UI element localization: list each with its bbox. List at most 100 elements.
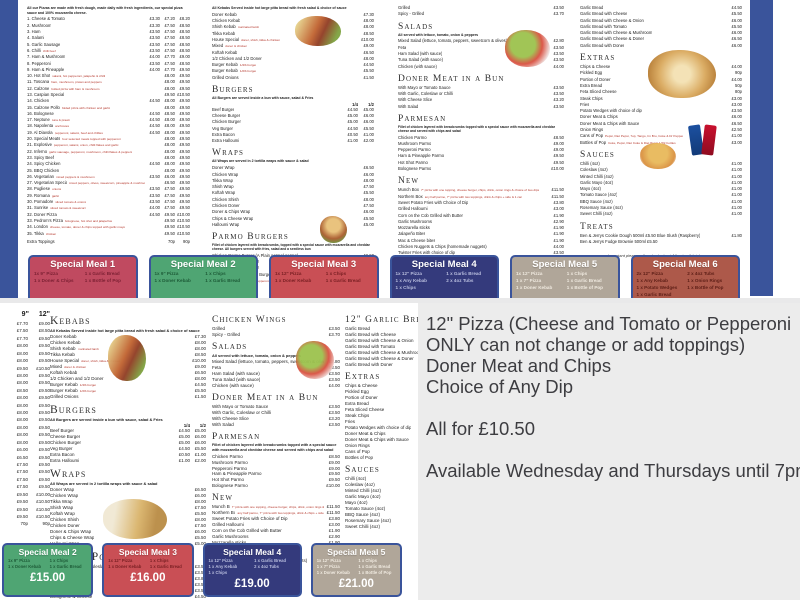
menu-item-row: Veg Burger £4.50 £5.50 — [212, 125, 374, 131]
menu-item-row: Tikka Wrap £8.00 — [212, 177, 374, 183]
menu-item-row: 24. Spicy Chicken £4.50 £8.00 £9.50 — [27, 161, 190, 167]
price-row: £8.00 £9.50 — [16, 402, 50, 408]
menu-item-row: Chips & Cheese £4.00 — [345, 382, 378, 388]
menu-item-row: 26. Vegetarian mixed peppers & mushroom … — [27, 173, 190, 179]
deal-note-text: 12" Pizza (Cheese and Tomato or Pepperon… — [426, 313, 800, 481]
price-row: £8.00 £9.50 — [16, 372, 50, 378]
special-meal-title: Special Meal 4 — [223, 547, 282, 557]
parmesan-list: Chicken Parmo £8.50 Mushroom Parmo £9.00… — [212, 454, 340, 490]
menu-item-row: Garlic Bread with Cheese & Doner £6.50 — [345, 355, 414, 361]
price-sliver-list: £7.70 £9.00 £7.50 £8.50 £7.70 £9.50 £8.0… — [2, 320, 50, 528]
section-title-parmesan: Parmesan — [398, 113, 447, 124]
menu-item-row: 35. Tikka chicken £9.50 £10.50 — [27, 230, 190, 236]
doner-bun-list: With Mayo or Tomato Sauce £3.50 With Gar… — [212, 404, 340, 428]
menu-item-row: Chilli (4oz) £1.00 — [580, 160, 742, 166]
menu-item-row: Ham & Pineapple Parmo £9.50 — [398, 153, 564, 159]
menu-item-row: 9. Ham & Pineapple £4.00 £7.70 £9.50 — [27, 66, 190, 72]
special-meal-items-left: 1x 12" Pizza 1 x Any Kebab 1 x Chips — [395, 271, 428, 290]
menu-item-row: With Mayo or Tomato Sauce £3.50 — [212, 403, 340, 409]
deal-note-line: Choice of Any Dip — [426, 376, 574, 398]
section-title-new: New — [398, 176, 420, 187]
menu-item-row: Garlic Mushrooms £2.90 — [212, 534, 340, 540]
menu-item-row: Ham & Pineapple Parmo £9.50 — [212, 471, 340, 477]
menu-item-row: With Salad £3.50 — [212, 421, 340, 427]
section-title-wraps: Wraps — [212, 148, 244, 159]
kebab-photo — [108, 335, 146, 381]
burger-list: Beef Burger £4.50 £5.00 Cheese Burger £5… — [212, 107, 374, 145]
menu-item-row: Potato Wedges with choice of dip £3.50 — [345, 424, 412, 430]
special-meal-items-right: 1 x Chips 1 x Garlic Bread 1 x Bottle of… — [358, 558, 392, 576]
cola-can — [701, 124, 717, 156]
menu-item-row: Doner Kebab £7.30 — [50, 334, 206, 340]
menu-item-row: Chicken Parmo £8.50 — [398, 134, 564, 140]
menu-item-row: Garlic Bread with Tomato £5.50 — [345, 343, 396, 349]
menu-item-row: 19. Al Diavola pepperoni, salami, beef a… — [27, 129, 190, 135]
parmo-burgers-desc: Fillet of chicken layered with breadcrum… — [212, 243, 370, 252]
menu-item-row: Mixed doner & chicken £9.00 — [212, 43, 374, 49]
menu-item-row: Koftah Wrap £5.50 — [212, 190, 374, 196]
price-row: £7.50 £8.50 — [16, 328, 50, 334]
menu-item-row: Chicken Parmo £8.50 — [212, 453, 340, 459]
menu-item-row: Doner Meat & Chips £6.00 — [580, 114, 742, 120]
salads-intro: All served with lettuce, tomato, onion &… — [212, 352, 302, 358]
menu-item-row: 34. London cheese, tomato, doner & chips… — [27, 224, 190, 230]
menu-item-row: Burger Kebab 1/2lb burger £5.50 — [212, 68, 374, 74]
section-title-treats: Treats — [580, 221, 614, 232]
sauces-list: Chilli (4oz) £1.00 Coleslaw (4oz) £1.00 … — [580, 161, 742, 218]
parmesan-list: Chicken Parmo £8.50 Mushroom Parmo £9.00… — [398, 135, 564, 173]
section-title-doner-bun: Doner Meat in a Bun — [398, 73, 505, 84]
menu-item-row: Rosemary Sauce (4oz) £1.00 — [580, 205, 742, 211]
burgers-size-headers: 1/4 1/2 — [352, 101, 374, 107]
special-meal-items-right: 1 x Chips 1 x Garlic Bread — [325, 271, 361, 283]
menu-item-row: Twister Fries with choice of dip £3.50 — [398, 250, 564, 256]
menu-item-row: Garlic Mayo (4oz) £1.00 — [580, 179, 742, 185]
burger-list: Beef Burger £4.50 £5.00 Cheese Burger £5… — [50, 428, 206, 464]
special-meal-items-left: 1x 12" Pizza 1 x Any Kebab 1 x Chips — [208, 558, 238, 576]
onion-rings-photo — [648, 50, 716, 98]
special-meal-title: Special Meal 5 — [532, 259, 598, 270]
menu-item-row: Ham Salad (with sauce) £3.50 — [398, 50, 564, 56]
menu-item-row: Chicken Kebab £8.00 — [212, 18, 374, 24]
menu-item-row: Doner Meat & Chips with Sauce £6.50 — [580, 120, 742, 126]
section-title-burgers: Burgers — [50, 403, 97, 416]
section-title-extras: Extras — [580, 53, 616, 64]
extras-column-bottom: 12" Garlic Bread Garlic Bread £4.50 Garl… — [345, 311, 419, 530]
menu-item-row: Onion Rings £2.50 — [580, 127, 742, 133]
menu-item-row: Sweet Chilli (4oz) £1.00 — [345, 523, 381, 529]
menu-item-row: Beef Burger £4.50 £5.00 — [212, 106, 374, 112]
left-border-strip — [0, 0, 18, 298]
menu-item-row: Garlic Bread with Cheese & Doner £6.50 — [580, 36, 742, 42]
menu-item-row: Bolognese Parmo £10.00 — [398, 166, 564, 172]
menu-page-bottom: 9" 12" £7.70 £9.00 £7.50 £8.50 £7.70 £9.… — [0, 303, 420, 600]
menu-item-row: Garlic Bread with Cheese £5.50 — [580, 11, 742, 17]
menu-item-row: House Special doner, shish, tikka & chic… — [50, 358, 206, 364]
section-title-kebabs: Kebabs — [50, 315, 91, 327]
menu-item-row: Mayo (4oz) £1.00 — [345, 499, 368, 505]
menu-item-row: Chips & Cheese £4.00 — [580, 64, 742, 70]
menu-item-row: Portion of Doner £4.00 — [345, 394, 378, 400]
menu-item-row: Chicken Kebab £8.00 — [50, 340, 206, 346]
menu-item-row: Mac & Cheese bites £1.90 — [398, 237, 564, 243]
menu-item-row: House Special doner, shish, tikka & chic… — [212, 36, 374, 42]
menu-item-row: Mayo (4oz) £1.00 — [580, 186, 742, 192]
special-meal-title: Special Meal 2 — [18, 547, 77, 557]
menu-item-row: 6. Chilli chilli beef £3.50 £7.50 £8.50 — [27, 47, 190, 53]
special-meals-row-top: Special Meal 1 1x 9" Pizza 1 x Doner & C… — [28, 255, 740, 298]
special-meal-price: £15.00 — [30, 572, 66, 585]
menu-item-row: Extra Bacon £0.50 £1.00 — [212, 131, 374, 137]
price-row: £7.50 £9.50 — [16, 462, 50, 468]
salad-list: Mixed Salad (lettuce, tomato, peppers, s… — [398, 38, 564, 69]
price-row: 70p 90p — [20, 521, 50, 527]
parmo-burger-photo — [320, 216, 347, 243]
menu-item-row: Doner Meat & Chips £6.00 — [345, 430, 386, 436]
menu-item-row: Koftah Wrap £5.50 — [50, 510, 206, 516]
menu-item-row: 20. Special Meats four selected meats to… — [27, 136, 190, 142]
menu-item-row: Shish Wrap £7.50 — [212, 184, 374, 190]
menu-item-row: Bolognese Parmo £10.00 — [212, 483, 340, 489]
salads-intro: All served with lettuce, tomato, onion &… — [398, 32, 479, 37]
menu-item-row: Coleslaw (4oz) £1.00 — [345, 481, 375, 487]
special-meal-card: Special Meal 6 2x 12" Pizza 1 x Any Keba… — [630, 255, 740, 298]
kebab-list: Doner Kebab £7.30 Chicken Kebab £8.00 Sh… — [212, 12, 374, 81]
menu-item-row: Burger Kebab 1/2lb burger £5.50 — [50, 387, 206, 393]
menu-item-row: Doner Wrap £6.50 — [212, 165, 374, 171]
